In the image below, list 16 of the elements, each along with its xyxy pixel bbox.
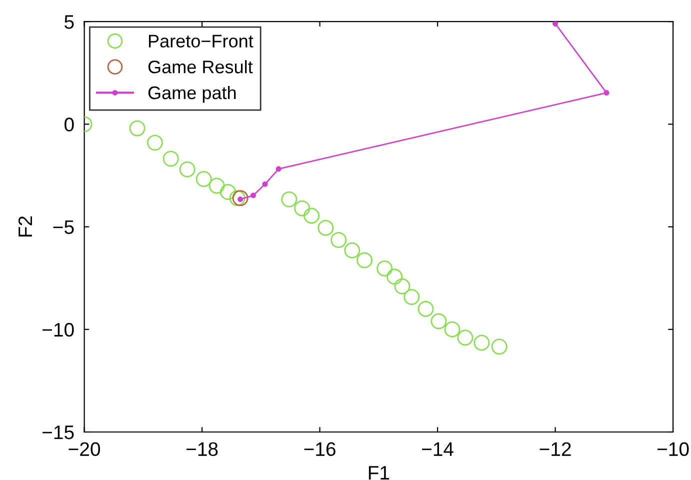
y-axis-title: F2 bbox=[18, 216, 32, 237]
y-tick-label: −5 bbox=[53, 220, 74, 234]
x-axis-title: F1 bbox=[368, 466, 390, 480]
x-tick-label: −14 bbox=[422, 442, 454, 456]
y-tick-label: 0 bbox=[64, 118, 74, 132]
x-tick-label: −18 bbox=[186, 442, 218, 456]
y-tick-label: −15 bbox=[42, 426, 74, 440]
x-tick-label: −12 bbox=[540, 442, 571, 456]
x-tick-label: −10 bbox=[658, 442, 689, 456]
y-tick-label: 5 bbox=[64, 15, 74, 29]
legend-label: Game Result bbox=[148, 60, 253, 74]
x-tick-label: −16 bbox=[304, 442, 336, 456]
y-tick-label: −10 bbox=[42, 322, 74, 337]
legend-label: Pareto−Front bbox=[148, 34, 254, 48]
x-tick-label: −20 bbox=[68, 442, 100, 456]
legend-label: Game path bbox=[148, 86, 236, 103]
